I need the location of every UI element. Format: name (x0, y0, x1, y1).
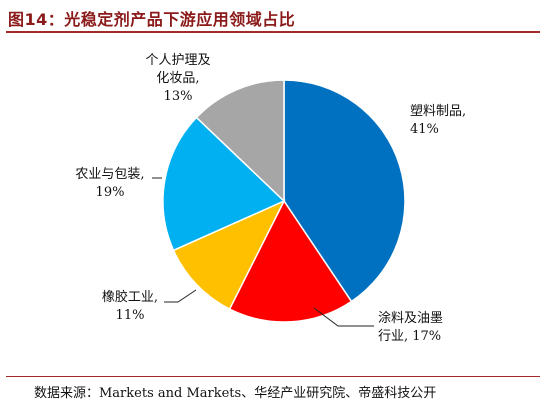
slice-label-line: 行业, 17% (378, 329, 441, 344)
leader-lines (152, 177, 374, 327)
source-divider (6, 376, 540, 377)
source-note: 数据来源：Markets and Markets、华经产业研究院、帝盛科技公开 (34, 386, 437, 401)
slice-label-2: 涂料及油墨行业, 17% (378, 310, 443, 344)
slice-label-line: 个人护理及 (145, 53, 210, 68)
slice-label-line: 涂料及油墨 (378, 310, 443, 326)
slice-label-line: 化妆品, (156, 71, 199, 86)
figure-title: 图14：光稳定剂产品下游应用领域占比 (8, 10, 296, 29)
slice-label-line: 塑料制品, (410, 104, 466, 119)
pie-slice-5 (195, 79, 285, 203)
pie-slices (162, 79, 406, 323)
title-divider (6, 31, 540, 33)
slice-label-line: 19% (96, 185, 125, 200)
slice-label-line: 41% (410, 122, 439, 137)
slice-labels: 塑料制品, 41% 涂料及油墨行业, 17% 橡胶工业, 11% 农业与包装, 19% 个人护… (75, 53, 466, 344)
slice-label-4: 农业与包装, 19% (75, 167, 144, 200)
slice-label-1: 塑料制品, 41% (410, 104, 466, 137)
slice-label-line: 11% (116, 308, 145, 323)
slice-label-line: 农业与包装, (75, 167, 144, 182)
pie-slice-3 (172, 199, 286, 311)
slice-label-line: 13% (164, 89, 193, 104)
leader-line-3 (164, 289, 197, 303)
slice-label-5: 个人护理及化妆品, 13% (145, 53, 210, 104)
slice-label-3: 橡胶工业, 11% (102, 289, 158, 323)
pie-slice-2 (228, 199, 353, 323)
pie-slice-1 (283, 79, 406, 303)
slice-label-line: 橡胶工业, (102, 289, 158, 305)
leader-line-2 (313, 307, 374, 327)
pie-slice-4 (162, 116, 286, 252)
